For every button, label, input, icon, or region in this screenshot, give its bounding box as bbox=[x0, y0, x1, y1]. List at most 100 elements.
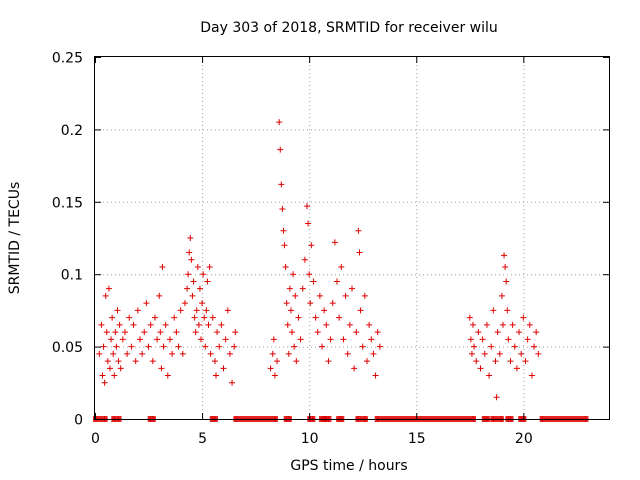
data-point bbox=[498, 292, 505, 299]
data-point bbox=[226, 350, 233, 357]
data-point bbox=[535, 350, 542, 357]
data-point bbox=[110, 350, 117, 357]
data-point bbox=[104, 358, 111, 365]
data-point bbox=[108, 336, 115, 343]
grid bbox=[95, 57, 609, 419]
data-point bbox=[220, 365, 227, 372]
data-point bbox=[179, 350, 186, 357]
data-point bbox=[195, 321, 202, 328]
data-point bbox=[366, 321, 373, 328]
data-point bbox=[279, 206, 286, 213]
data-point bbox=[151, 314, 158, 321]
data-point bbox=[470, 321, 477, 328]
axis-ticks: 0 5 10 15 20 0 0.05 0.1 0.15 0.2 0.25 bbox=[52, 51, 609, 447]
data-point bbox=[99, 372, 106, 379]
chart-title: Day 303 of 2018, SRMTID for receiver wil… bbox=[200, 20, 498, 36]
x-tick-label: 5 bbox=[198, 431, 207, 447]
data-point bbox=[374, 329, 381, 336]
data-point bbox=[106, 365, 113, 372]
data-point bbox=[325, 358, 332, 365]
data-point bbox=[198, 336, 205, 343]
data-point bbox=[119, 336, 126, 343]
data-point bbox=[342, 292, 349, 299]
data-point bbox=[331, 239, 338, 246]
data-point bbox=[190, 278, 197, 285]
data-point bbox=[98, 321, 105, 328]
data-point bbox=[193, 307, 200, 314]
data-point bbox=[154, 336, 161, 343]
data-point bbox=[114, 307, 121, 314]
data-point bbox=[271, 372, 278, 379]
data-point bbox=[496, 350, 503, 357]
data-point bbox=[307, 300, 314, 307]
data-point bbox=[351, 365, 358, 372]
data-point bbox=[306, 271, 313, 278]
data-point bbox=[490, 307, 497, 314]
data-point bbox=[507, 358, 514, 365]
data-point bbox=[295, 314, 302, 321]
data-point bbox=[164, 372, 171, 379]
data-point bbox=[492, 358, 499, 365]
data-point bbox=[518, 350, 525, 357]
data-point bbox=[310, 278, 317, 285]
data-point bbox=[175, 343, 182, 350]
data-point bbox=[124, 350, 131, 357]
data-point bbox=[471, 343, 478, 350]
data-point bbox=[520, 314, 527, 321]
y-tick-label: 0.25 bbox=[52, 51, 83, 67]
data-point bbox=[479, 336, 486, 343]
data-point bbox=[194, 263, 201, 270]
data-point bbox=[502, 263, 509, 270]
data-point bbox=[513, 365, 520, 372]
data-point bbox=[102, 292, 109, 299]
data-point bbox=[357, 307, 364, 314]
data-point bbox=[121, 329, 128, 336]
data-point bbox=[504, 307, 511, 314]
data-point bbox=[130, 321, 137, 328]
data-point bbox=[231, 343, 238, 350]
data-point bbox=[283, 300, 290, 307]
data-point bbox=[111, 372, 118, 379]
data-point bbox=[181, 300, 188, 307]
data-point bbox=[232, 329, 239, 336]
data-point bbox=[349, 285, 355, 292]
data-point bbox=[158, 365, 165, 372]
data-point bbox=[134, 307, 141, 314]
data-point bbox=[202, 343, 209, 350]
data-point bbox=[305, 220, 312, 227]
data-point bbox=[169, 350, 176, 357]
data-point bbox=[204, 278, 211, 285]
data-point bbox=[269, 350, 276, 357]
plot-frame bbox=[94, 56, 610, 420]
data-point bbox=[359, 343, 366, 350]
data-point bbox=[340, 336, 347, 343]
data-point bbox=[493, 394, 500, 401]
data-point bbox=[113, 343, 120, 350]
data-point bbox=[323, 321, 330, 328]
data-point bbox=[522, 358, 529, 365]
data-point bbox=[312, 314, 319, 321]
data-point bbox=[319, 343, 326, 350]
data-point bbox=[162, 321, 169, 328]
data-point bbox=[511, 343, 518, 350]
data-point bbox=[177, 307, 184, 314]
data-point bbox=[216, 343, 223, 350]
data-point bbox=[289, 329, 296, 336]
data-point bbox=[363, 358, 370, 365]
data-point bbox=[314, 329, 321, 336]
data-point bbox=[156, 292, 163, 299]
data-point bbox=[278, 181, 285, 188]
data-point bbox=[200, 271, 207, 278]
data-point bbox=[205, 321, 212, 328]
data-point bbox=[207, 350, 214, 357]
data-point bbox=[368, 336, 375, 343]
data-point bbox=[229, 379, 236, 386]
data-point bbox=[103, 329, 110, 336]
data-point bbox=[301, 256, 308, 263]
data-point bbox=[526, 321, 533, 328]
data-point bbox=[499, 321, 506, 328]
data-point bbox=[291, 343, 298, 350]
y-tick-label: 0.1 bbox=[61, 268, 83, 284]
data-point bbox=[321, 307, 328, 314]
data-point bbox=[214, 329, 221, 336]
